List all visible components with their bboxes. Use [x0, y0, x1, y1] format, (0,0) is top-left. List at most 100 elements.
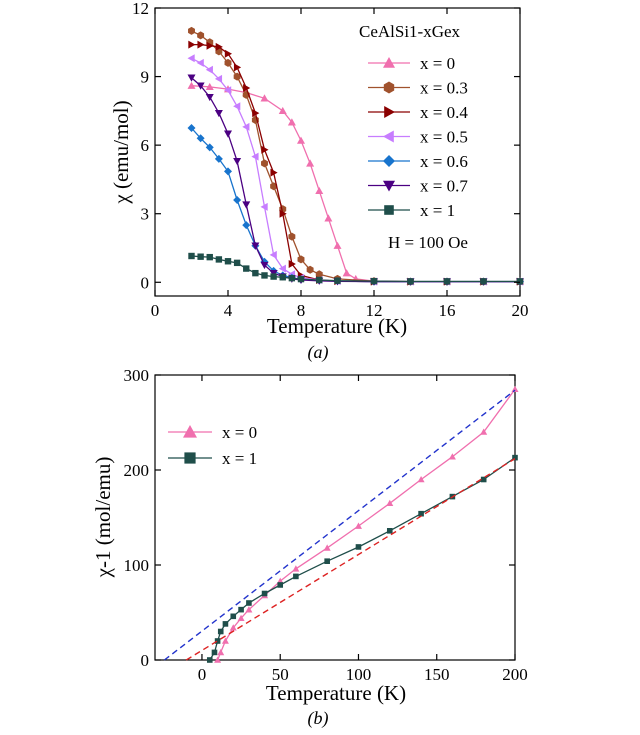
- panel-a-series-x-0-7-point: [187, 74, 196, 82]
- legend-label-x-0-5: x = 0.5: [420, 128, 468, 147]
- panel-a-series-x-1-point: [288, 274, 296, 282]
- panel-b-series-x-1-point: [222, 621, 229, 627]
- panel-a-series-x-0-3-point: [233, 72, 241, 81]
- panel-a-series-x-0-3-line: [191, 30, 520, 283]
- panel-a-series-x-1-point: [279, 274, 286, 281]
- legend-marker-x-0-3: [383, 81, 395, 94]
- panel-b-series-x-1-point: [277, 582, 284, 588]
- legend-marker-x-0-5: [383, 130, 394, 143]
- panel-b-series-x-0-point: [448, 453, 456, 460]
- panel-a-series-x-1-point: [243, 265, 250, 272]
- panel-b-series-fit-2-line: [163, 389, 516, 661]
- panel-a-series-x-0-4-point: [270, 168, 278, 177]
- panel-b-data-marks: [163, 385, 519, 663]
- panel-a-series-x-0-7-point: [233, 157, 242, 166]
- y-tick-label: 300: [124, 366, 150, 385]
- panel-b-series-x-0-point: [229, 624, 237, 631]
- y-tick-label: 0: [141, 273, 150, 292]
- panel-a-series-x-0-point: [306, 159, 315, 167]
- y-tick-label: 0: [141, 651, 150, 670]
- legend-label-x-0-3: x = 0.3: [420, 79, 468, 98]
- panel-a-series-x-0-4-point: [188, 40, 196, 49]
- x-tick-label: 0: [151, 301, 160, 320]
- panel-b-caption: (b): [308, 708, 329, 729]
- panel-a-series-x-0-6-point: [187, 124, 196, 132]
- y-tick-label: 6: [141, 136, 150, 155]
- panel-a-ticks: 0 4 8 12 16 20 0 3 6 9 12: [132, 0, 529, 320]
- x-tick-label: 8: [297, 301, 306, 320]
- panel-a-series-x-0-5-point: [187, 54, 195, 63]
- panel-a-series-x-0-point: [333, 241, 342, 249]
- panel-a-series-x-1-point: [215, 256, 223, 263]
- panel-a-series-x-0-6-line: [191, 127, 520, 283]
- panel-a-series-x-0-4-point: [261, 145, 269, 154]
- panel-b-series-x-1-point: [480, 476, 487, 483]
- panel-a-legend-title: CeAlSi1-xGex: [359, 22, 461, 41]
- panel-a-series-x-0-4-point: [279, 209, 287, 218]
- panel-a-series-x-0-5-point: [233, 102, 241, 111]
- panel-a-x-axis-label: Temperature (K): [267, 314, 407, 338]
- panel-a-series-x-0-3-point: [306, 265, 314, 274]
- panel-a-series-x-1-point: [407, 278, 414, 285]
- panel-a-series-x-0-3-point: [297, 255, 305, 264]
- panel-a-caption: (a): [308, 342, 329, 363]
- panel-a-series-x-0-3-point: [197, 31, 205, 40]
- panel-a-series-x-0-point: [315, 186, 324, 195]
- panel-b-series-x-1-point: [246, 600, 252, 606]
- panel-b-series-x-0-point: [354, 522, 362, 529]
- x-tick-label: 12: [366, 301, 383, 320]
- panel-a-series-x-1-point: [261, 272, 268, 279]
- panel-a-series-x-0-5-point: [224, 86, 232, 95]
- panel-b-series-x-1-point: [324, 558, 330, 564]
- x-tick-label: 200: [502, 665, 528, 684]
- panel-b-series-x-1-point: [386, 528, 393, 534]
- panel-a-series-x-0-6-point: [205, 143, 214, 152]
- panel-a-series-x-1-point: [206, 253, 213, 261]
- panel-a-series-x-0-point: [260, 94, 269, 102]
- panel-b-series-x-0-point: [237, 614, 245, 621]
- panel-a-series-x-1-point: [334, 277, 341, 284]
- panel-a-series-x-0-7-point: [205, 93, 214, 102]
- panel-b-legend: x = 0 x = 1: [168, 423, 257, 468]
- panel-a-series-x-0-7-point: [251, 242, 260, 250]
- legend-label-x-0-4: x = 0.4: [420, 103, 468, 122]
- legend-label-x-1: x = 1: [420, 201, 455, 220]
- panel-a-series-x-0-4-line: [191, 43, 520, 283]
- panel-b-series-x-0-point: [214, 656, 222, 663]
- panel-a-legend-rows: x = 0 x = 0.3 x = 0.4 x = 0.5 x = 0.6 x = 0.7…: [368, 54, 468, 220]
- panel-a-series-x-0-4-point: [197, 40, 205, 49]
- panel-b-ticks: 0 50 100 150 200 0 100 200 300: [124, 366, 528, 684]
- panel-a-series-x-0-3-point: [188, 26, 195, 35]
- legend-label-x-0-6: x = 0.6: [420, 152, 468, 171]
- legend-marker-x-0: [383, 57, 395, 68]
- panel-b-series-x-1-point: [261, 590, 268, 597]
- panel-b-series-x-1-point: [418, 510, 424, 517]
- panel-b-series-x-0-point: [417, 476, 425, 483]
- panel-a-series-x-0-7-point: [196, 82, 205, 90]
- panel-a-series-x-0-point: [297, 136, 305, 144]
- panel-a-series-x-0-7-point: [214, 109, 223, 118]
- panel-a-series-x-0-4-point: [252, 109, 260, 118]
- y-tick-label: 100: [124, 556, 150, 575]
- panel-b-x-axis-label: Temperature (K): [266, 681, 406, 705]
- y-tick-label: 9: [141, 68, 150, 87]
- panel-a-series-x-0-point: [324, 214, 333, 222]
- legend-marker-x-0-6: [383, 155, 395, 167]
- panel-b-series-x-1-point: [512, 454, 518, 461]
- panel-a-series-x-0-4-point: [233, 63, 242, 72]
- panel-a-legend: CeAlSi1-xGex x = 0x = 0.3x = 0.4x = 0.5x…: [359, 22, 468, 252]
- panel-b-frame: [154, 374, 516, 661]
- legend-label-x-0-7: x = 0.7: [420, 177, 468, 196]
- panel-b-series-x-1-point: [230, 613, 237, 620]
- panel-a-frame: [154, 7, 521, 297]
- panel-a-series-x-0-4-point: [243, 84, 251, 92]
- panel-a-series-x-1-point: [480, 278, 487, 285]
- panel-a-series-x-0-3-point: [270, 182, 278, 191]
- panel-a-series-x-0-7-line: [191, 77, 520, 283]
- panel-b-series-x-1-point: [211, 649, 218, 656]
- x-tick-label: 16: [439, 301, 456, 320]
- panel-a-series-x-0-7-point: [242, 201, 251, 209]
- y-tick-label: 200: [124, 461, 150, 480]
- legend-marker-x-0-7: [383, 180, 395, 192]
